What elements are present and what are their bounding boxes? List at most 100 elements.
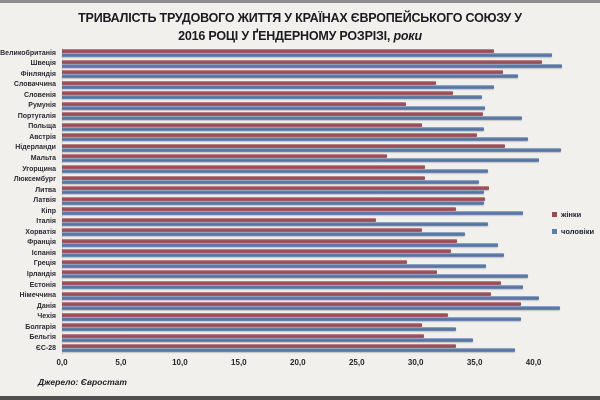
bar-women: [62, 196, 486, 201]
bar-men: [62, 84, 494, 89]
bar-pair: [62, 165, 488, 174]
women-swatch-icon: [552, 212, 557, 217]
bar-pair: [62, 217, 488, 226]
chart-row: Литва: [0, 185, 600, 196]
category-label: Фінляндія: [20, 70, 56, 78]
category-label: Люксембург: [13, 176, 56, 184]
bar-women: [62, 143, 506, 148]
category-label: Греція: [33, 260, 56, 268]
chart-row: Латвія: [0, 196, 600, 207]
bar-pair: [62, 196, 486, 205]
chart-row: Фінляндія: [0, 69, 600, 80]
legend-label-men: чоловіки: [561, 227, 595, 236]
category-label: Данія: [36, 302, 56, 310]
bar-pair: [62, 112, 522, 121]
chart-row: Великобританія: [0, 48, 600, 59]
bar-pair: [62, 302, 560, 311]
chart-row: Ірландія: [0, 269, 600, 280]
bar-women: [62, 91, 454, 96]
bar-men: [62, 137, 528, 142]
bar-men: [62, 253, 505, 258]
bar-pair: [62, 323, 456, 332]
category-label: Ірландія: [26, 270, 56, 278]
category-label: Латвія: [33, 197, 56, 205]
chart-row: Данія: [0, 301, 600, 312]
category-label: Нідерланди: [15, 144, 56, 152]
x-tick-label: 15,0: [231, 358, 247, 367]
category-label: Чехія: [37, 313, 56, 321]
bar-pair: [62, 270, 528, 279]
bar-pair: [62, 312, 521, 321]
bar-women: [62, 281, 501, 286]
category-label: Великобританія: [0, 49, 56, 57]
bar-men: [62, 200, 485, 205]
chart-row: Португалія: [0, 111, 600, 122]
bar-men: [62, 232, 466, 237]
bar-women: [62, 133, 477, 138]
chart-row: Франція: [0, 238, 600, 249]
x-tick-label: 0,0: [56, 358, 68, 367]
bar-women: [62, 238, 457, 243]
bar-pair: [62, 186, 489, 195]
bar-men: [62, 116, 522, 121]
bar-women: [62, 207, 456, 212]
chart-row: Словенія: [0, 90, 600, 101]
chart-row: Австрія: [0, 132, 600, 143]
chart-row: Бельгія: [0, 333, 600, 344]
category-label: Болгарія: [25, 323, 56, 331]
bar-men: [62, 295, 540, 300]
bar-pair: [62, 238, 499, 247]
legend-label-women: жінки: [561, 210, 582, 219]
bar-men: [62, 169, 488, 174]
bar-men: [62, 158, 540, 163]
bar-women: [62, 312, 448, 317]
bar-men: [62, 327, 456, 332]
bar-women: [62, 302, 521, 307]
bar-men: [62, 285, 523, 290]
bar-women: [62, 186, 489, 191]
x-tick-label: 25,0: [348, 358, 365, 367]
bar-pair: [62, 80, 494, 89]
bar-women: [62, 344, 456, 349]
category-label: Хорватія: [25, 228, 56, 236]
category-label: Естонія: [29, 281, 56, 289]
category-label: Франція: [27, 239, 56, 247]
chart-title-line2: 2016 РОЦІ У ҐЕНДЕРНОМУ РОЗРІЗІ, роки: [178, 28, 422, 43]
bar-men: [62, 63, 562, 68]
bar-pair: [62, 228, 466, 237]
bar-men: [62, 221, 488, 226]
chart-row: Нідерланди: [0, 143, 600, 154]
bar-women: [62, 270, 437, 275]
bar-women: [62, 217, 376, 222]
bar-pair: [62, 143, 561, 152]
chart-row: Швеція: [0, 59, 600, 70]
x-tick-label: 10,0: [172, 358, 188, 367]
source-note: Джерело: Євростат: [38, 377, 127, 387]
chart-title-unit: роки: [393, 28, 422, 43]
category-label: Словаччина: [13, 81, 56, 89]
bar-women: [62, 70, 503, 75]
bar-pair: [62, 49, 553, 57]
bar-pair: [62, 59, 562, 68]
category-label: Італія: [36, 218, 56, 226]
category-label: Кіпр: [41, 207, 56, 215]
bar-women: [62, 112, 483, 117]
bar-pair: [62, 70, 519, 79]
bar-women: [62, 80, 436, 85]
chart-title: ТРИВАЛІСТЬ ТРУДОВОГО ЖИТТЯ У КРАЇНАХ ЄВР…: [0, 10, 600, 45]
bar-pair: [62, 122, 485, 131]
category-label: Австрія: [29, 133, 56, 141]
bar-men: [62, 126, 485, 131]
category-label: Португалія: [17, 112, 56, 120]
chart-row: Мальта: [0, 153, 600, 164]
bar-men: [62, 179, 480, 184]
bar-women: [62, 291, 492, 296]
plot-area: Великобританія Швеція Фінляндія Словаччина С…: [0, 48, 600, 354]
chart-row: Угорщина: [0, 164, 600, 175]
bar-women: [62, 249, 452, 254]
bar-women: [62, 333, 424, 338]
legend: жінки чоловіки: [552, 210, 594, 244]
x-axis: 0,0 5,0 10,0 15,0 20,0 25,0 30,0 35,0 40,0: [0, 356, 600, 370]
chart-row: ЄС-28: [0, 343, 600, 354]
